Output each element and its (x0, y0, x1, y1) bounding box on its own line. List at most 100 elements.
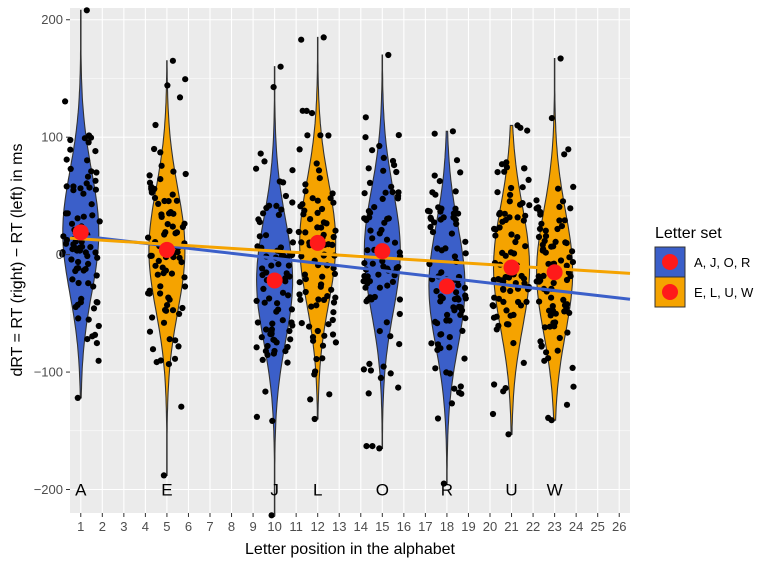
data-point (545, 355, 552, 362)
data-point (396, 341, 403, 348)
data-point (297, 296, 304, 303)
data-point (309, 195, 316, 202)
legend: Letter set A, J, O, R E, L, U, W (654, 225, 754, 308)
data-point (563, 262, 570, 269)
data-point (508, 231, 515, 238)
data-point (462, 292, 469, 299)
data-point (563, 276, 571, 284)
data-point (169, 223, 176, 230)
data-point (510, 250, 518, 257)
data-point (326, 391, 333, 398)
y-axis-ticks: −200 −100 0 100 200 (34, 12, 70, 497)
data-point (172, 230, 179, 237)
data-point (289, 239, 296, 246)
data-point (318, 205, 326, 213)
x-tick-label: 9 (249, 519, 256, 534)
data-point (537, 211, 544, 218)
data-point (395, 132, 402, 139)
data-point (387, 370, 394, 377)
data-point (566, 254, 573, 261)
data-point (433, 288, 440, 295)
data-point (366, 214, 373, 221)
data-point (85, 316, 92, 323)
data-point (295, 228, 302, 236)
data-point (151, 145, 158, 153)
data-point (332, 294, 339, 301)
data-point (362, 114, 369, 121)
data-point (369, 147, 376, 154)
data-point (93, 272, 100, 279)
data-point (505, 321, 512, 328)
data-point (73, 247, 81, 254)
data-point (503, 307, 510, 314)
data-point (276, 178, 283, 185)
data-point (507, 191, 514, 198)
data-point (369, 235, 376, 242)
data-point (535, 233, 543, 241)
data-point (94, 299, 101, 306)
data-point (500, 286, 507, 293)
data-point (427, 214, 434, 221)
data-point (436, 178, 443, 185)
data-point (438, 247, 445, 254)
data-point (324, 293, 331, 300)
data-point (70, 183, 77, 190)
data-point (254, 319, 261, 326)
data-point (308, 110, 316, 117)
data-point (256, 219, 263, 226)
data-point (522, 243, 529, 250)
data-point (559, 198, 567, 205)
data-point (522, 212, 529, 219)
data-point (325, 132, 332, 139)
data-point (490, 276, 497, 284)
mean-point-R (438, 278, 455, 295)
x-tick-label: 4 (142, 519, 149, 534)
data-point (160, 472, 167, 479)
letter-label-A: A (75, 481, 87, 500)
data-point (549, 303, 556, 310)
letter-label-U: U (505, 481, 517, 500)
x-tick-label: 22 (526, 519, 540, 534)
data-point (501, 210, 508, 217)
data-point (270, 350, 277, 357)
data-point (535, 204, 542, 211)
data-point (155, 200, 162, 207)
data-point (446, 344, 453, 351)
data-point (384, 215, 391, 222)
data-point (262, 232, 270, 239)
data-point (162, 229, 169, 236)
data-point (68, 256, 75, 263)
data-point (253, 413, 260, 420)
x-tick-label: 8 (228, 519, 235, 534)
data-point (263, 326, 270, 333)
data-point (369, 443, 376, 450)
data-point (330, 199, 337, 206)
data-point (302, 288, 309, 296)
data-point (275, 261, 282, 268)
data-point (80, 190, 87, 197)
y-tick-label: −200 (34, 482, 63, 497)
data-point (263, 269, 270, 276)
data-point (502, 252, 509, 259)
data-point (170, 168, 177, 175)
data-point (558, 223, 566, 230)
data-point (424, 207, 432, 214)
data-point (438, 331, 445, 338)
x-tick-label: 19 (461, 519, 475, 534)
data-point (557, 257, 565, 264)
x-tick-label: 16 (397, 519, 411, 534)
data-point (539, 241, 546, 248)
letter-label-W: W (547, 481, 563, 500)
x-tick-label: 11 (289, 519, 303, 534)
data-point (160, 270, 167, 277)
data-point (376, 328, 383, 335)
data-point (257, 150, 264, 157)
data-point (303, 107, 310, 114)
data-point (296, 279, 303, 286)
data-point (314, 209, 321, 216)
data-point (151, 194, 159, 202)
data-point (526, 202, 533, 209)
data-point (550, 243, 557, 250)
data-point (506, 198, 513, 205)
